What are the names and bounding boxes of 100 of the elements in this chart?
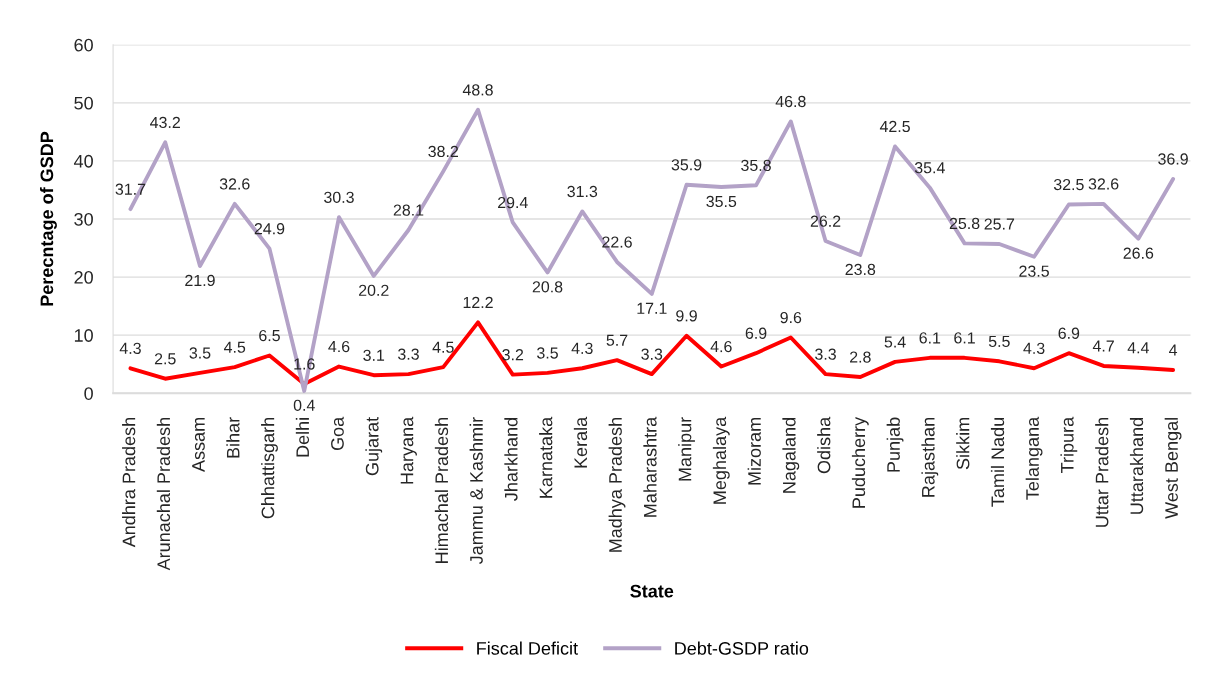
data-label: 6.9	[745, 327, 767, 339]
data-label: 36.9	[1158, 153, 1188, 165]
x-tick-label: Sikkim	[956, 418, 970, 470]
data-label: 4.5	[432, 341, 454, 353]
data-label: 30.3	[324, 191, 354, 203]
data-label: 1.6	[294, 358, 315, 370]
data-label: 9.6	[780, 311, 802, 324]
x-tick-label: Nagaland	[782, 418, 800, 493]
x-tick-label: Delhi	[295, 418, 310, 457]
legend-label: Debt-GSDP ratio	[675, 641, 809, 655]
data-label: 3.2	[502, 349, 524, 361]
data-label: 35.8	[741, 159, 771, 172]
x-tick-label: Tripura	[1060, 416, 1078, 473]
x-tick-label: Puducherry	[851, 416, 869, 508]
data-label: 26.6	[1123, 247, 1154, 259]
data-label: 24.9	[254, 223, 285, 235]
data-label: 3.3	[398, 348, 419, 360]
data-label: 3.3	[815, 348, 836, 360]
data-label: 2.5	[154, 353, 176, 365]
data-label: 6.9	[1058, 327, 1080, 339]
data-label: 42.5	[879, 120, 910, 133]
x-tick-label: Jharkhand	[504, 418, 518, 501]
x-axis-title: State	[630, 584, 674, 598]
data-label: 26.2	[810, 215, 841, 227]
data-label: 20.2	[359, 284, 389, 296]
data-label: 29.4	[498, 196, 528, 209]
y-tick-label: 0	[84, 387, 93, 400]
x-tick-label: Goa	[331, 416, 344, 451]
x-tick-label: Maharashtra	[643, 416, 657, 517]
x-tick-label: Haryana	[400, 416, 417, 484]
data-label: 23.5	[1019, 265, 1049, 277]
x-tick-label: Arunachal Pradesh	[156, 418, 171, 571]
data-label: 21.9	[185, 274, 215, 287]
data-label: 4.6	[710, 340, 732, 353]
x-tick-label: Rajasthan	[921, 418, 939, 497]
x-tick-label: Meghalaya	[712, 416, 730, 504]
x-tick-label: Gujarat	[365, 416, 383, 476]
data-label: 17.1	[637, 302, 667, 314]
data-label: 23.8	[845, 263, 876, 276]
x-tick-label: Karnataka	[539, 416, 553, 498]
data-label: 25.7	[984, 218, 1015, 230]
y-tick-label: 20	[74, 271, 93, 284]
y-tick-label: 40	[73, 154, 93, 168]
x-tick-label: Madhya Pradesh	[608, 418, 626, 552]
x-tick-label: Uttar Pradesh	[1095, 418, 1109, 527]
x-tick-label: Chhattisgarh	[261, 418, 278, 519]
data-label: 22.6	[602, 236, 632, 248]
x-tick-label: Punjab	[886, 417, 904, 472]
y-axis-title: Perecntage of GSDP	[39, 131, 57, 306]
data-label: 28.1	[393, 204, 424, 216]
data-label: 4.6	[328, 340, 350, 353]
x-tick-label: West Bengal	[1164, 418, 1182, 519]
data-label: 4.5	[223, 341, 246, 353]
data-label: 35.5	[706, 195, 737, 208]
data-label: 3.5	[537, 347, 558, 359]
data-label: 5.5	[988, 335, 1010, 348]
data-label: 31.7	[115, 183, 146, 195]
data-label: 6.1	[954, 332, 975, 344]
data-label: 2.8	[850, 351, 871, 363]
x-tick-label: Assam	[192, 418, 205, 472]
data-label: 35.9	[671, 159, 702, 171]
data-label: 5.4	[884, 336, 906, 348]
data-label: 4	[1169, 344, 1178, 356]
data-label: 12.2	[463, 296, 493, 308]
x-tick-label: Odisha	[817, 416, 831, 474]
data-label: 43.2	[150, 116, 180, 129]
data-label: 3.1	[363, 349, 385, 361]
data-label: 25.8	[949, 217, 980, 230]
x-tick-label: Bihar	[226, 417, 240, 458]
y-tick-label: 10	[74, 329, 93, 342]
x-tick-label: Kerala	[573, 416, 588, 468]
data-label: 3.5	[189, 347, 211, 359]
x-tick-label: Jammu & Kashmir	[469, 417, 483, 565]
data-label: 4.3	[571, 342, 593, 354]
data-label: 4.3	[1023, 342, 1045, 354]
data-label: 32.6	[1088, 178, 1119, 190]
data-label: 32.5	[1053, 178, 1084, 191]
data-label: 6.1	[919, 332, 941, 344]
x-tick-label: Mizoram	[747, 418, 761, 485]
data-label: 46.8	[775, 95, 806, 108]
data-label: 4.3	[119, 342, 141, 354]
x-tick-label: Andhra Pradesh	[122, 418, 136, 548]
x-tick-label: Telangana	[1025, 416, 1043, 500]
data-label: 4.7	[1092, 340, 1114, 352]
data-label: 3.3	[641, 348, 663, 360]
data-label: 5.7	[606, 334, 628, 346]
data-label: 32.6	[219, 178, 250, 190]
x-tick-label: Manipur	[678, 417, 695, 481]
data-label: 38.2	[428, 145, 458, 158]
data-label: 31.3	[567, 185, 598, 198]
data-label: 35.4	[914, 162, 945, 174]
y-tick-label: 60	[74, 38, 93, 52]
y-tick-label: 30	[74, 212, 93, 226]
x-tick-label: Tamil Nadu	[990, 418, 1005, 507]
data-label: 20.8	[532, 281, 563, 293]
data-label: 48.8	[462, 84, 493, 96]
x-tick-label: Uttarakhand	[1129, 418, 1144, 514]
x-tick-label: Himachal Pradesh	[434, 418, 449, 563]
data-label: 6.5	[259, 329, 280, 342]
data-label: 9.9	[676, 310, 697, 322]
